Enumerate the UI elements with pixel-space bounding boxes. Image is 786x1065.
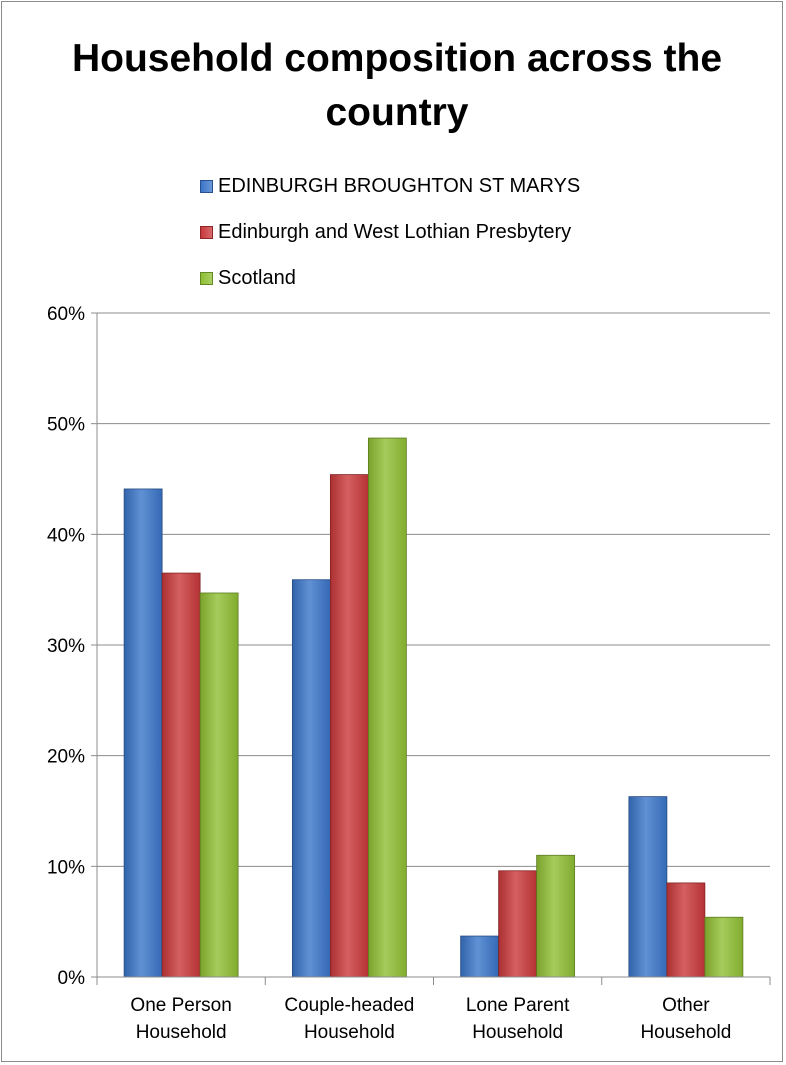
bar [666,882,706,978]
x-category-label: Other Household [640,995,731,1043]
y-tick-label: 30% [47,636,85,657]
bar [123,488,163,978]
legend-label: EDINBURGH BROUGHTON ST MARYS [218,174,581,197]
legend-item: EDINBURGH BROUGHTON ST MARYS [200,163,580,209]
legend-swatch [200,225,213,239]
y-tick-label: 60% [47,304,85,325]
y-tick-label: 0% [58,968,86,989]
chart-title: Household composition across the country [71,37,723,134]
bar [161,572,201,978]
bar [704,916,744,978]
bar [199,592,239,978]
legend-item: Scotland [200,255,580,301]
bar [291,579,331,978]
y-tick-label: 20% [47,747,85,768]
bar [498,870,538,978]
x-category-label: Couple-headed Household [284,995,414,1043]
bar [628,796,668,978]
legend-label: Edinburgh and West Lothian Presbytery [218,220,572,243]
bar [329,474,369,978]
y-tick-label: 50% [47,415,85,436]
x-category-label: One Person Household [130,995,231,1043]
bar [460,935,500,978]
bar [367,437,407,978]
y-tick-label: 40% [47,525,85,546]
legend-item: Edinburgh and West Lothian Presbytery [200,209,580,255]
x-category-label: Lone Parent Household [466,995,570,1043]
legend-swatch [200,271,213,285]
legend-label: Scotland [218,266,296,289]
y-tick-label: 10% [47,857,85,878]
legend: EDINBURGH BROUGHTON ST MARYS Edinburgh a… [200,163,580,301]
bar [536,854,576,978]
legend-swatch [200,179,213,193]
